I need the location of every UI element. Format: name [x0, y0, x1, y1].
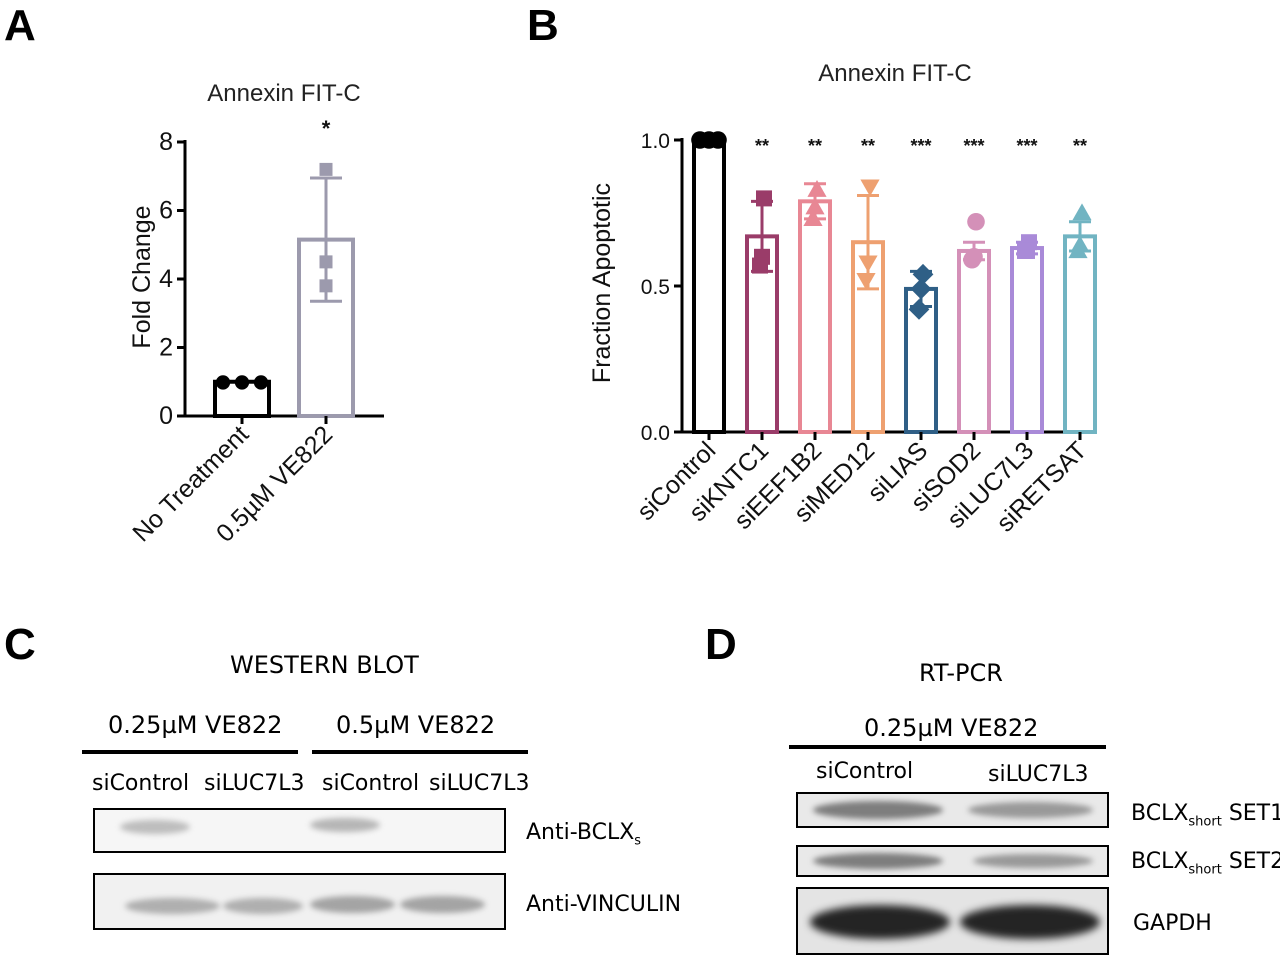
wb-row-label-vinculin: Anti-VINCULIN — [526, 892, 682, 917]
wb-blot-vinculin — [93, 873, 506, 930]
data-point — [912, 263, 934, 285]
data-point — [967, 212, 985, 231]
data-point — [803, 209, 823, 227]
wb-lane-label-2: siLUC7L3 — [204, 771, 305, 796]
wb-band — [125, 898, 220, 914]
data-point — [858, 255, 878, 273]
data-point — [1017, 242, 1033, 259]
data-point — [319, 255, 333, 269]
data-point — [319, 162, 333, 176]
significance-marker: ** — [861, 136, 875, 156]
data-point — [908, 298, 930, 320]
bar — [957, 248, 991, 434]
rt-pcr-row-label-set1-suffix: SET1 — [1221, 801, 1280, 826]
wb-band — [120, 820, 190, 834]
data-point — [1072, 203, 1092, 221]
rt-pcr-row-label-set2-main: BCLX — [1131, 849, 1189, 874]
rt-pcr-band — [810, 905, 950, 939]
rt-pcr-band — [813, 853, 943, 869]
significance-marker: ** — [808, 136, 822, 156]
wb-lane-label-1: siControl — [92, 771, 190, 796]
wb-row-label-bclxs: Anti-BCLXs — [526, 820, 641, 848]
data-point — [215, 375, 231, 390]
wb-lane-label-3: siControl — [322, 771, 420, 796]
panel-letter-b: B — [527, 1, 559, 50]
y-tick-label: 1.0 — [641, 130, 670, 153]
y-axis-label: Fold Change — [128, 205, 156, 348]
chart-b-annexin-fraction-apoptotic: Annexin FIT-C 0.0 0.5 1.0 Fraction Apoptotic… — [588, 60, 1097, 537]
wb-group-label-2: 0.5µM VE822 — [336, 711, 496, 739]
rt-pcr-gel-set2 — [796, 845, 1109, 877]
rt-pcr-lane-label-2: siLUC7L3 — [988, 762, 1089, 787]
rt-pcr-row-label-set2-sub: short — [1188, 862, 1222, 878]
significance-marker: *** — [1016, 136, 1037, 156]
wb-group-underline-1 — [82, 750, 298, 754]
data-point — [805, 197, 825, 215]
wb-group-underline-2 — [312, 750, 528, 754]
y-tick-label: 8 — [159, 128, 173, 156]
rt-pcr-row-label-set2-suffix: SET2 — [1221, 849, 1280, 874]
rt-pcr-row-label-set1-sub: short — [1188, 814, 1222, 830]
y-tick-label: 2 — [159, 334, 173, 362]
significance-marker: * — [322, 116, 331, 141]
wb-group-label-1: 0.25µM VE822 — [108, 711, 283, 739]
wb-band — [310, 818, 380, 832]
wb-band — [310, 896, 395, 913]
data-point — [253, 375, 269, 390]
rt-pcr-row-label-set2: BCLXshort SET2 — [1131, 849, 1280, 877]
chart-title: Annexin FIT-C — [207, 80, 360, 107]
western-blot-title: WESTERN BLOT — [230, 651, 419, 679]
wb-row-label-bclxs-main: Anti-BCLX — [526, 820, 635, 845]
data-point — [807, 180, 827, 197]
data-point — [963, 250, 981, 269]
y-tick-label: 6 — [159, 197, 173, 225]
rt-pcr-band — [973, 854, 1093, 868]
panel-letter-d: D — [705, 620, 737, 669]
rt-pcr-group-underline — [789, 745, 1106, 749]
rt-pcr-group-label: 0.25µM VE822 — [864, 714, 1039, 742]
y-tick-label: 0 — [159, 402, 173, 430]
panel-letter-c: C — [4, 620, 36, 669]
significance-marker: ** — [1073, 136, 1087, 156]
rt-pcr-lane-label-1: siControl — [816, 759, 914, 784]
data-point — [756, 190, 772, 207]
rt-pcr-title: RT-PCR — [919, 659, 1003, 687]
bar — [798, 199, 832, 434]
data-point — [860, 179, 880, 197]
wb-band — [223, 898, 303, 914]
wb-row-label-bclxs-sub: s — [634, 833, 642, 849]
data-point — [319, 279, 333, 293]
wb-lane-label-4: siLUC7L3 — [429, 771, 530, 796]
significance-marker: ** — [755, 136, 769, 156]
rt-pcr-row-label-set1-main: BCLX — [1131, 801, 1189, 826]
data-point — [752, 257, 768, 274]
data-point — [910, 278, 932, 300]
data-point — [234, 375, 250, 390]
rt-pcr-row-label-gapdh: GAPDH — [1133, 911, 1212, 936]
y-axis-label: Fraction Apoptotic — [588, 183, 616, 383]
y-tick-label: 4 — [159, 265, 173, 293]
bar — [692, 138, 726, 434]
chart-title: Annexin FIT-C — [818, 60, 971, 87]
rt-pcr-gel-set1 — [796, 792, 1109, 828]
rt-pcr-band — [968, 802, 1093, 818]
rt-pcr-band — [813, 801, 943, 819]
data-point — [709, 131, 727, 149]
data-point — [856, 272, 876, 290]
y-tick-label: 0.0 — [641, 422, 670, 445]
rt-pcr-row-label-set1: BCLXshort SET1 — [1131, 801, 1280, 829]
bar — [1010, 246, 1044, 434]
bar — [1063, 234, 1097, 434]
data-point — [1068, 241, 1088, 259]
significance-marker: *** — [963, 136, 984, 156]
significance-marker: *** — [910, 136, 931, 156]
y-tick-label: 0.5 — [641, 276, 670, 299]
wb-blot-bclxs — [93, 808, 506, 853]
rt-pcr-band — [960, 905, 1100, 939]
rt-pcr-gel-gapdh — [796, 887, 1109, 955]
wb-band — [400, 896, 485, 913]
panel-letter-a: A — [4, 1, 36, 50]
